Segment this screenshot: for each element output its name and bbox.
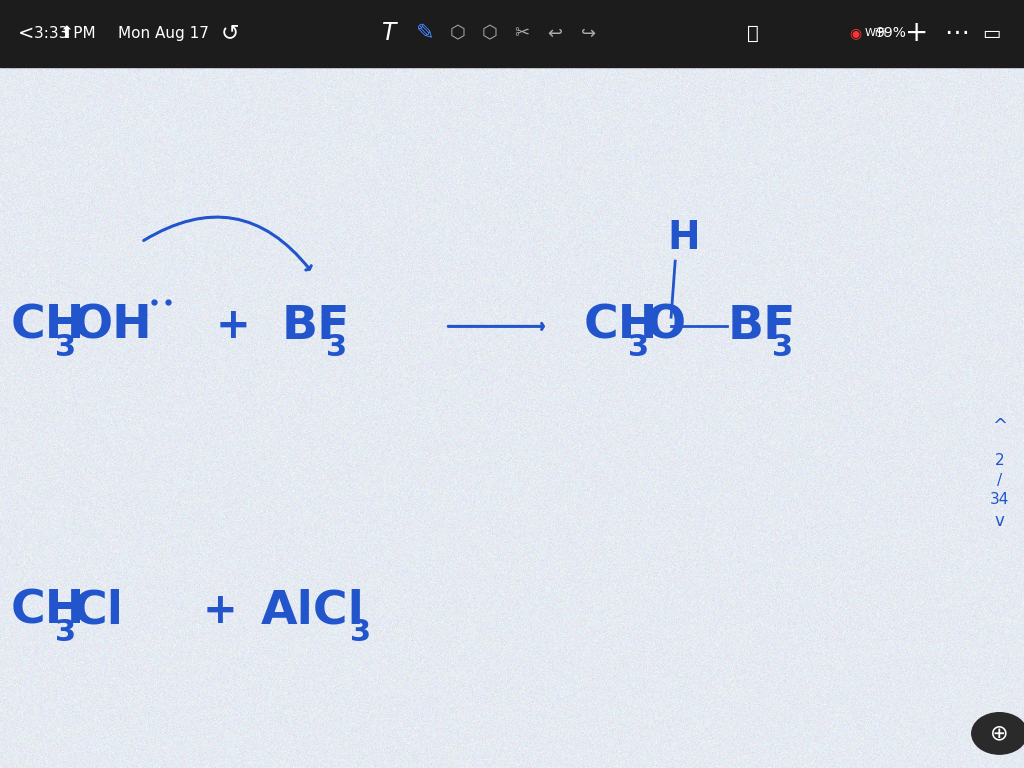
Text: WiFi: WiFi <box>864 28 887 38</box>
Text: 3: 3 <box>55 333 76 362</box>
Text: O: O <box>646 304 686 349</box>
Text: Cl: Cl <box>73 588 123 633</box>
Text: 3: 3 <box>772 333 794 362</box>
Text: 99%: 99% <box>876 26 906 41</box>
Bar <box>0 0 1024 67</box>
Text: 3:33 PM: 3:33 PM <box>34 26 95 41</box>
Text: 3: 3 <box>327 333 347 362</box>
Text: v: v <box>994 511 1005 530</box>
Text: Mon Aug 17: Mon Aug 17 <box>118 26 209 41</box>
Text: 34: 34 <box>990 492 1009 507</box>
Text: ↺: ↺ <box>221 23 240 44</box>
Text: BF: BF <box>282 304 350 349</box>
Text: ⬡: ⬡ <box>450 25 466 42</box>
Text: 🎙: 🎙 <box>746 24 759 43</box>
Text: +: + <box>203 590 238 631</box>
Text: AlCl: AlCl <box>261 588 365 633</box>
Text: <: < <box>17 24 34 43</box>
Text: 2: 2 <box>994 453 1005 468</box>
Text: +: + <box>216 306 251 347</box>
Text: CH: CH <box>10 588 85 633</box>
Text: ⬆: ⬆ <box>59 25 74 42</box>
Text: OH: OH <box>73 304 152 349</box>
Text: /: / <box>996 472 1002 488</box>
Text: ✎: ✎ <box>416 23 434 44</box>
Text: BF: BF <box>727 304 796 349</box>
Text: ◉: ◉ <box>849 26 861 41</box>
Text: 3: 3 <box>55 617 76 647</box>
Text: T: T <box>382 22 396 45</box>
Text: ✂: ✂ <box>515 25 529 42</box>
Circle shape <box>972 713 1024 754</box>
Text: ↪: ↪ <box>582 25 596 42</box>
Text: ⬡: ⬡ <box>481 25 498 42</box>
Text: 3: 3 <box>629 333 649 362</box>
Text: CH: CH <box>584 304 658 349</box>
Text: ⋯: ⋯ <box>944 22 969 45</box>
Text: +: + <box>905 19 928 48</box>
Text: H: H <box>667 219 699 257</box>
Text: ⊕: ⊕ <box>990 723 1009 743</box>
Text: CH: CH <box>10 304 85 349</box>
Text: ▭: ▭ <box>982 24 1000 43</box>
Text: ↩: ↩ <box>548 25 562 42</box>
Text: ^: ^ <box>992 417 1007 435</box>
Text: 3: 3 <box>350 617 372 647</box>
